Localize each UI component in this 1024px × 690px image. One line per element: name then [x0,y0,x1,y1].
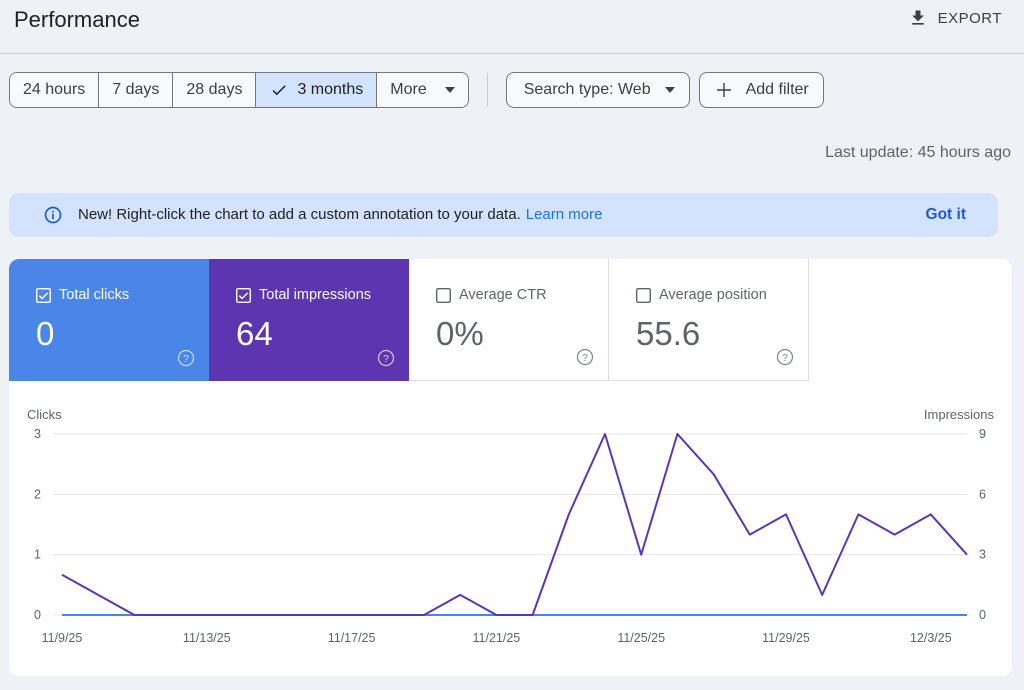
caret-down-icon [444,87,455,93]
checkbox-checked-icon [36,287,51,303]
date-range-7-days[interactable]: 7 days [99,73,174,107]
metric-value: 0 [36,315,55,352]
checkbox-unchecked-icon [436,287,451,303]
add-filter-button[interactable]: Add filter [698,72,824,108]
svg-text:?: ? [383,354,389,365]
caret-down-icon [664,87,675,93]
date-range-3-months[interactable]: 3 months [256,73,378,107]
x-tick-label: 11/29/25 [762,631,810,645]
date-range-selector: 24 hours 7 days 28 days 3 months More [9,72,469,108]
date-range-label: 7 days [112,81,160,98]
metric-label: Average CTR [459,287,547,303]
date-range-28-days[interactable]: 28 days [173,73,257,107]
help-icon[interactable]: ? [776,348,794,366]
plus-icon [716,83,731,97]
got-it-button[interactable]: Got it [925,206,966,223]
help-icon[interactable]: ? [377,349,395,367]
metric-total-impressions[interactable]: Total impressions 64 ? [209,259,409,381]
metric-label: Average position [659,287,767,303]
date-range-label: 3 months [297,81,364,98]
svg-text:?: ? [183,354,189,365]
checkbox-unchecked-icon [636,287,651,303]
filter-bar: 24 hours 7 days 28 days 3 months More Se… [9,72,833,108]
x-tick-label: 11/17/25 [328,631,376,645]
metric-average-ctr[interactable]: Average CTR 0% ? [409,259,609,381]
performance-card: Total clicks 0 ? Total impressions 64 ? … [9,259,1012,676]
last-update-text: Last update: 45 hours ago [825,144,1011,161]
checkbox-checked-icon [236,287,251,303]
y-tick-right: 3 [979,548,986,562]
metric-label-row: Total impressions [236,287,371,303]
y-axis-left-title: Clicks [27,407,62,422]
series-line-impressions [61,433,968,616]
add-filter-label: Add filter [745,81,809,98]
y-tick-right: 6 [979,487,986,501]
x-tick-label: 12/3/25 [910,631,952,645]
x-tick-label: 11/25/25 [617,631,665,645]
search-type-dropdown[interactable]: Search type: Web [505,72,690,108]
metric-label-row: Total clicks [36,287,129,303]
y-tick-left: 3 [34,427,41,441]
metric-value: 64 [236,315,273,352]
svg-text:?: ? [582,353,588,364]
help-icon[interactable]: ? [177,349,195,367]
download-icon [911,10,924,25]
date-range-more[interactable]: More [377,73,468,107]
date-range-24-hours[interactable]: 24 hours [10,73,100,107]
date-range-label: More [390,81,427,98]
metric-label-row: Average CTR [436,287,547,303]
x-tick-label: 11/21/25 [473,631,521,645]
page-header: Performance EXPORT [0,0,1024,54]
learn-more-link[interactable]: Learn more [525,206,603,223]
metric-average-position[interactable]: Average position 55.6 ? [609,259,809,381]
banner-message: New! Right-click the chart to add a cust… [78,206,602,223]
filter-divider [486,73,488,107]
search-type-label: Search type: Web [523,81,651,98]
metric-label: Total impressions [259,287,372,303]
y-axis-right-title: Impressions [924,407,995,422]
check-icon [273,85,287,96]
metric-value: 0% [436,315,484,352]
metric-total-clicks[interactable]: Total clicks 0 ? [9,259,209,381]
performance-chart[interactable]: Clicks Impressions 0 1 2 3 0 3 6 9 11/9/25 11/13/25… [9,399,1012,676]
export-label: EXPORT [937,9,1002,27]
y-tick-left: 0 [34,608,41,622]
y-tick-left: 2 [34,487,41,501]
help-icon[interactable]: ? [576,348,594,366]
metric-label: Total clicks [59,287,130,303]
date-range-label: 24 hours [23,81,86,98]
banner-text: New! Right-click the chart to add a cust… [78,206,521,223]
x-tick-label: 11/9/25 [42,631,83,645]
metric-label-row: Average position [636,287,767,303]
date-range-label: 28 days [186,81,243,98]
annotation-banner: New! Right-click the chart to add a cust… [9,193,998,237]
info-icon [44,206,62,224]
svg-text:?: ? [782,353,788,364]
page-title: Performance [14,7,140,32]
y-tick-right: 0 [979,608,986,622]
y-tick-right: 9 [979,427,986,441]
metric-value: 55.6 [636,315,701,352]
export-button[interactable]: EXPORT [908,8,1002,28]
y-tick-left: 1 [34,548,41,562]
x-tick-label: 11/13/25 [183,631,231,645]
